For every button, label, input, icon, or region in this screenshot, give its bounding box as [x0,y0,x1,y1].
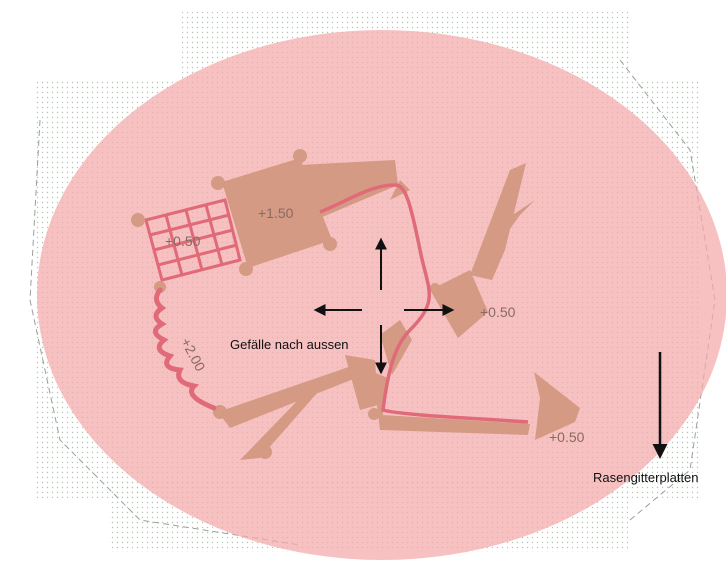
platform-top [222,158,332,268]
elevation-grid-label: +0.50 [165,233,201,249]
grass-paver-label: Rasengitterplatten [593,470,699,485]
elevation-mid-right-label: +0.50 [480,304,516,320]
elevation-bottom-right-label: +0.50 [549,429,585,445]
walkway-lower [373,372,530,435]
rope-line [319,183,529,424]
platform-mid-right [430,270,488,338]
branch-lower-left [218,362,362,428]
platform-bottom-right [534,372,580,440]
elevation-top-label: +1.50 [258,205,294,221]
rope-ramp [153,287,217,411]
climbing-net [144,198,242,282]
slope-arrows [313,237,455,375]
wooden-structures [211,149,580,460]
slope-label: Gefälle nach aussen [230,337,349,352]
bridge-beam [300,160,398,218]
branch-upper [470,163,526,280]
